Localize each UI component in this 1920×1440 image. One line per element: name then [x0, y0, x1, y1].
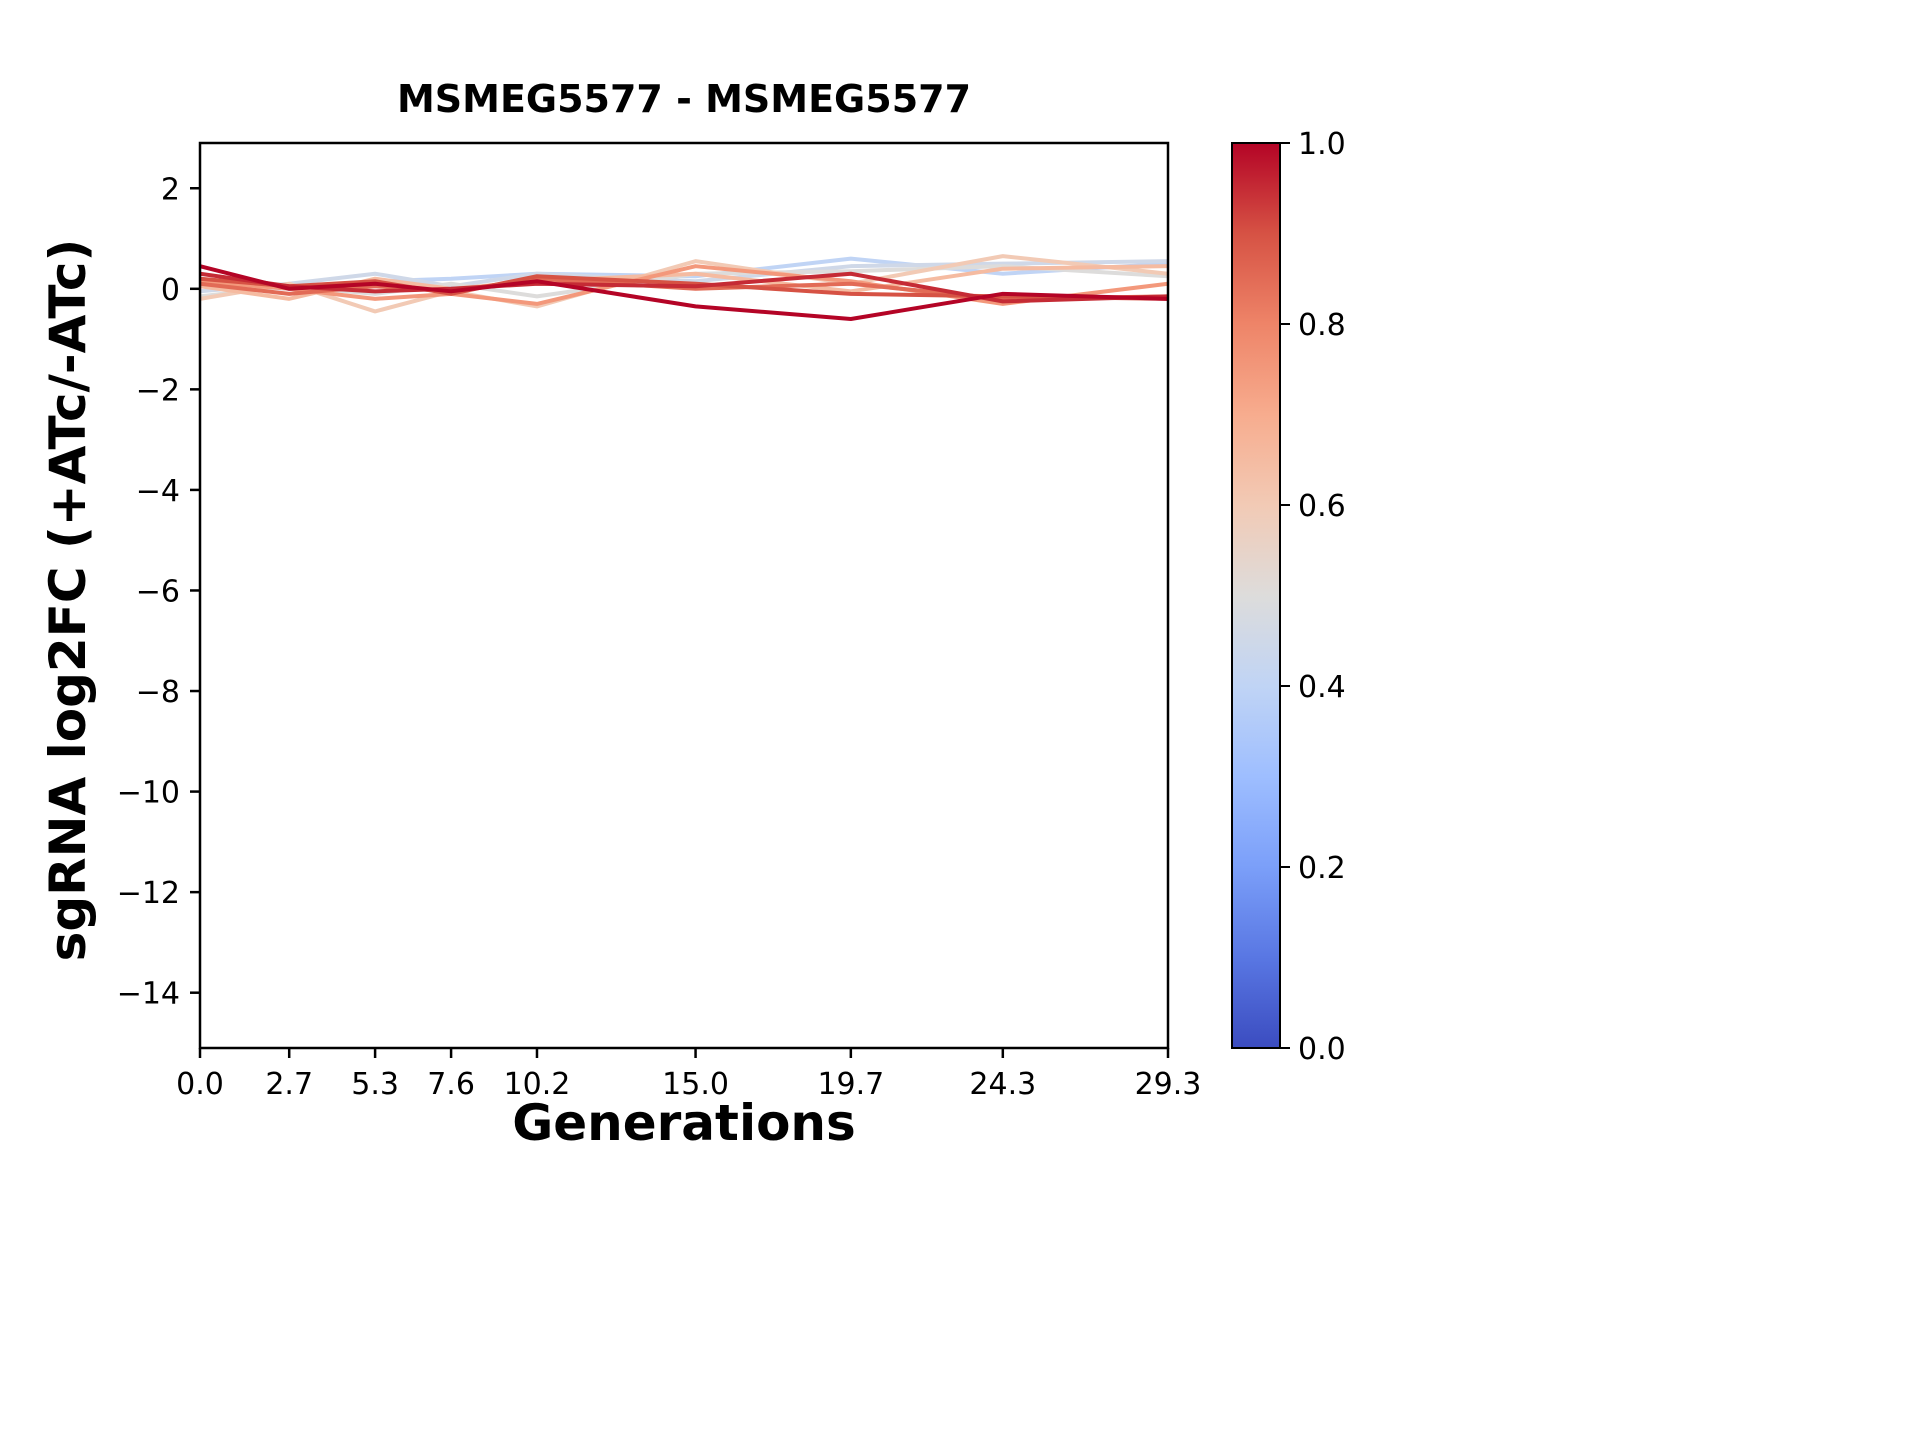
x-tick-label: 10.2: [504, 1067, 571, 1102]
series-line: [200, 264, 1168, 321]
x-tick-label: 29.3: [1135, 1067, 1202, 1102]
colorbar-tick-label: 0.2: [1298, 851, 1346, 886]
x-tick-label: 7.6: [427, 1067, 475, 1102]
plot-area: 0.0 2.7 5.3 7.6 10.2 15.0 19.7 24.3 29.3 2 0 −2 −4 −6…: [117, 127, 1346, 1102]
colorbar-tick-label: 0.4: [1298, 670, 1346, 705]
y-tick-label: 2: [161, 172, 180, 207]
y-axis-label: sgRNA log2FC (+ATc/-ATc): [39, 239, 97, 962]
y-tick-label: −6: [136, 574, 180, 609]
y-tick-label: 0: [161, 273, 180, 308]
y-tick-label: −2: [136, 373, 180, 408]
x-tick-label: 2.7: [265, 1067, 313, 1102]
x-tick-label: 15.0: [662, 1067, 729, 1102]
y-tick-label: −10: [117, 776, 180, 811]
series-line: [200, 274, 1168, 301]
colorbar-tick-label: 1.0: [1298, 127, 1346, 162]
colorbar-tick-label: 0.8: [1298, 308, 1346, 343]
y-tick-label: −4: [136, 474, 180, 509]
colorbar-tick-label: 0.0: [1298, 1032, 1346, 1067]
y-tick-label: −8: [136, 675, 180, 710]
x-axis-label: Generations: [512, 1094, 856, 1152]
series-lines: [200, 254, 1168, 321]
x-tick-label: 19.7: [817, 1067, 884, 1102]
chart-title: MSMEG5577 - MSMEG5577: [397, 77, 971, 121]
colorbar-gradient: [1232, 143, 1280, 1048]
y-tick-label: −14: [117, 977, 180, 1012]
x-tick-label: 0.0: [176, 1067, 224, 1102]
plot-border: [198, 141, 1170, 1050]
colorbar-border: [1231, 142, 1281, 1049]
x-tick-label: 5.3: [351, 1067, 399, 1102]
x-tick-label: 24.3: [969, 1067, 1036, 1102]
colorbar-tick-label: 0.6: [1298, 489, 1346, 524]
y-tick-label: −12: [117, 876, 180, 911]
